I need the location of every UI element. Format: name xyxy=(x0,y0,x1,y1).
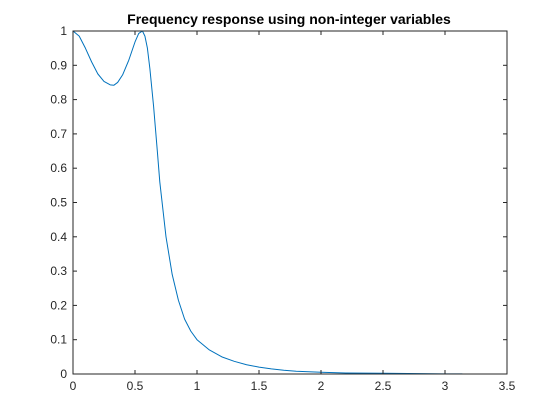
y-tick-label: 0.4 xyxy=(50,230,67,244)
x-tick-label: 1 xyxy=(194,379,201,393)
y-tick-label: 0.1 xyxy=(50,333,67,347)
x-tick-label: 3 xyxy=(442,379,449,393)
y-tick-label: 0.5 xyxy=(50,196,67,210)
x-tick-label: 2 xyxy=(318,379,325,393)
x-tick-label: 0 xyxy=(70,379,77,393)
y-tick-label: 1 xyxy=(60,24,67,38)
y-tick-label: 0.2 xyxy=(50,298,67,312)
axes-layer: 0 0.5 1 1.5 2 2.5 3 3.5 0 0.1 0.2 0.3 0.4 0.5 0.6 0.7 0.… xyxy=(50,24,515,393)
y-tick-label: 0.8 xyxy=(50,93,67,107)
y-tick-label: 0.3 xyxy=(50,264,67,278)
y-tick-label: 0 xyxy=(60,367,67,381)
x-tick-label: 2.5 xyxy=(375,379,392,393)
series-layer xyxy=(72,30,463,375)
x-tick-label: 3.5 xyxy=(499,379,516,393)
y-tick-label: 0.7 xyxy=(50,127,67,141)
plot-area xyxy=(73,31,507,374)
x-tick-label: 0.5 xyxy=(127,379,144,393)
x-tick-label: 1.5 xyxy=(251,379,268,393)
series-line-1 xyxy=(72,30,463,375)
chart-title: Frequency response using non-integer var… xyxy=(127,11,451,27)
y-tick-label: 0.6 xyxy=(50,161,67,175)
y-tick-label: 0.9 xyxy=(50,58,67,72)
